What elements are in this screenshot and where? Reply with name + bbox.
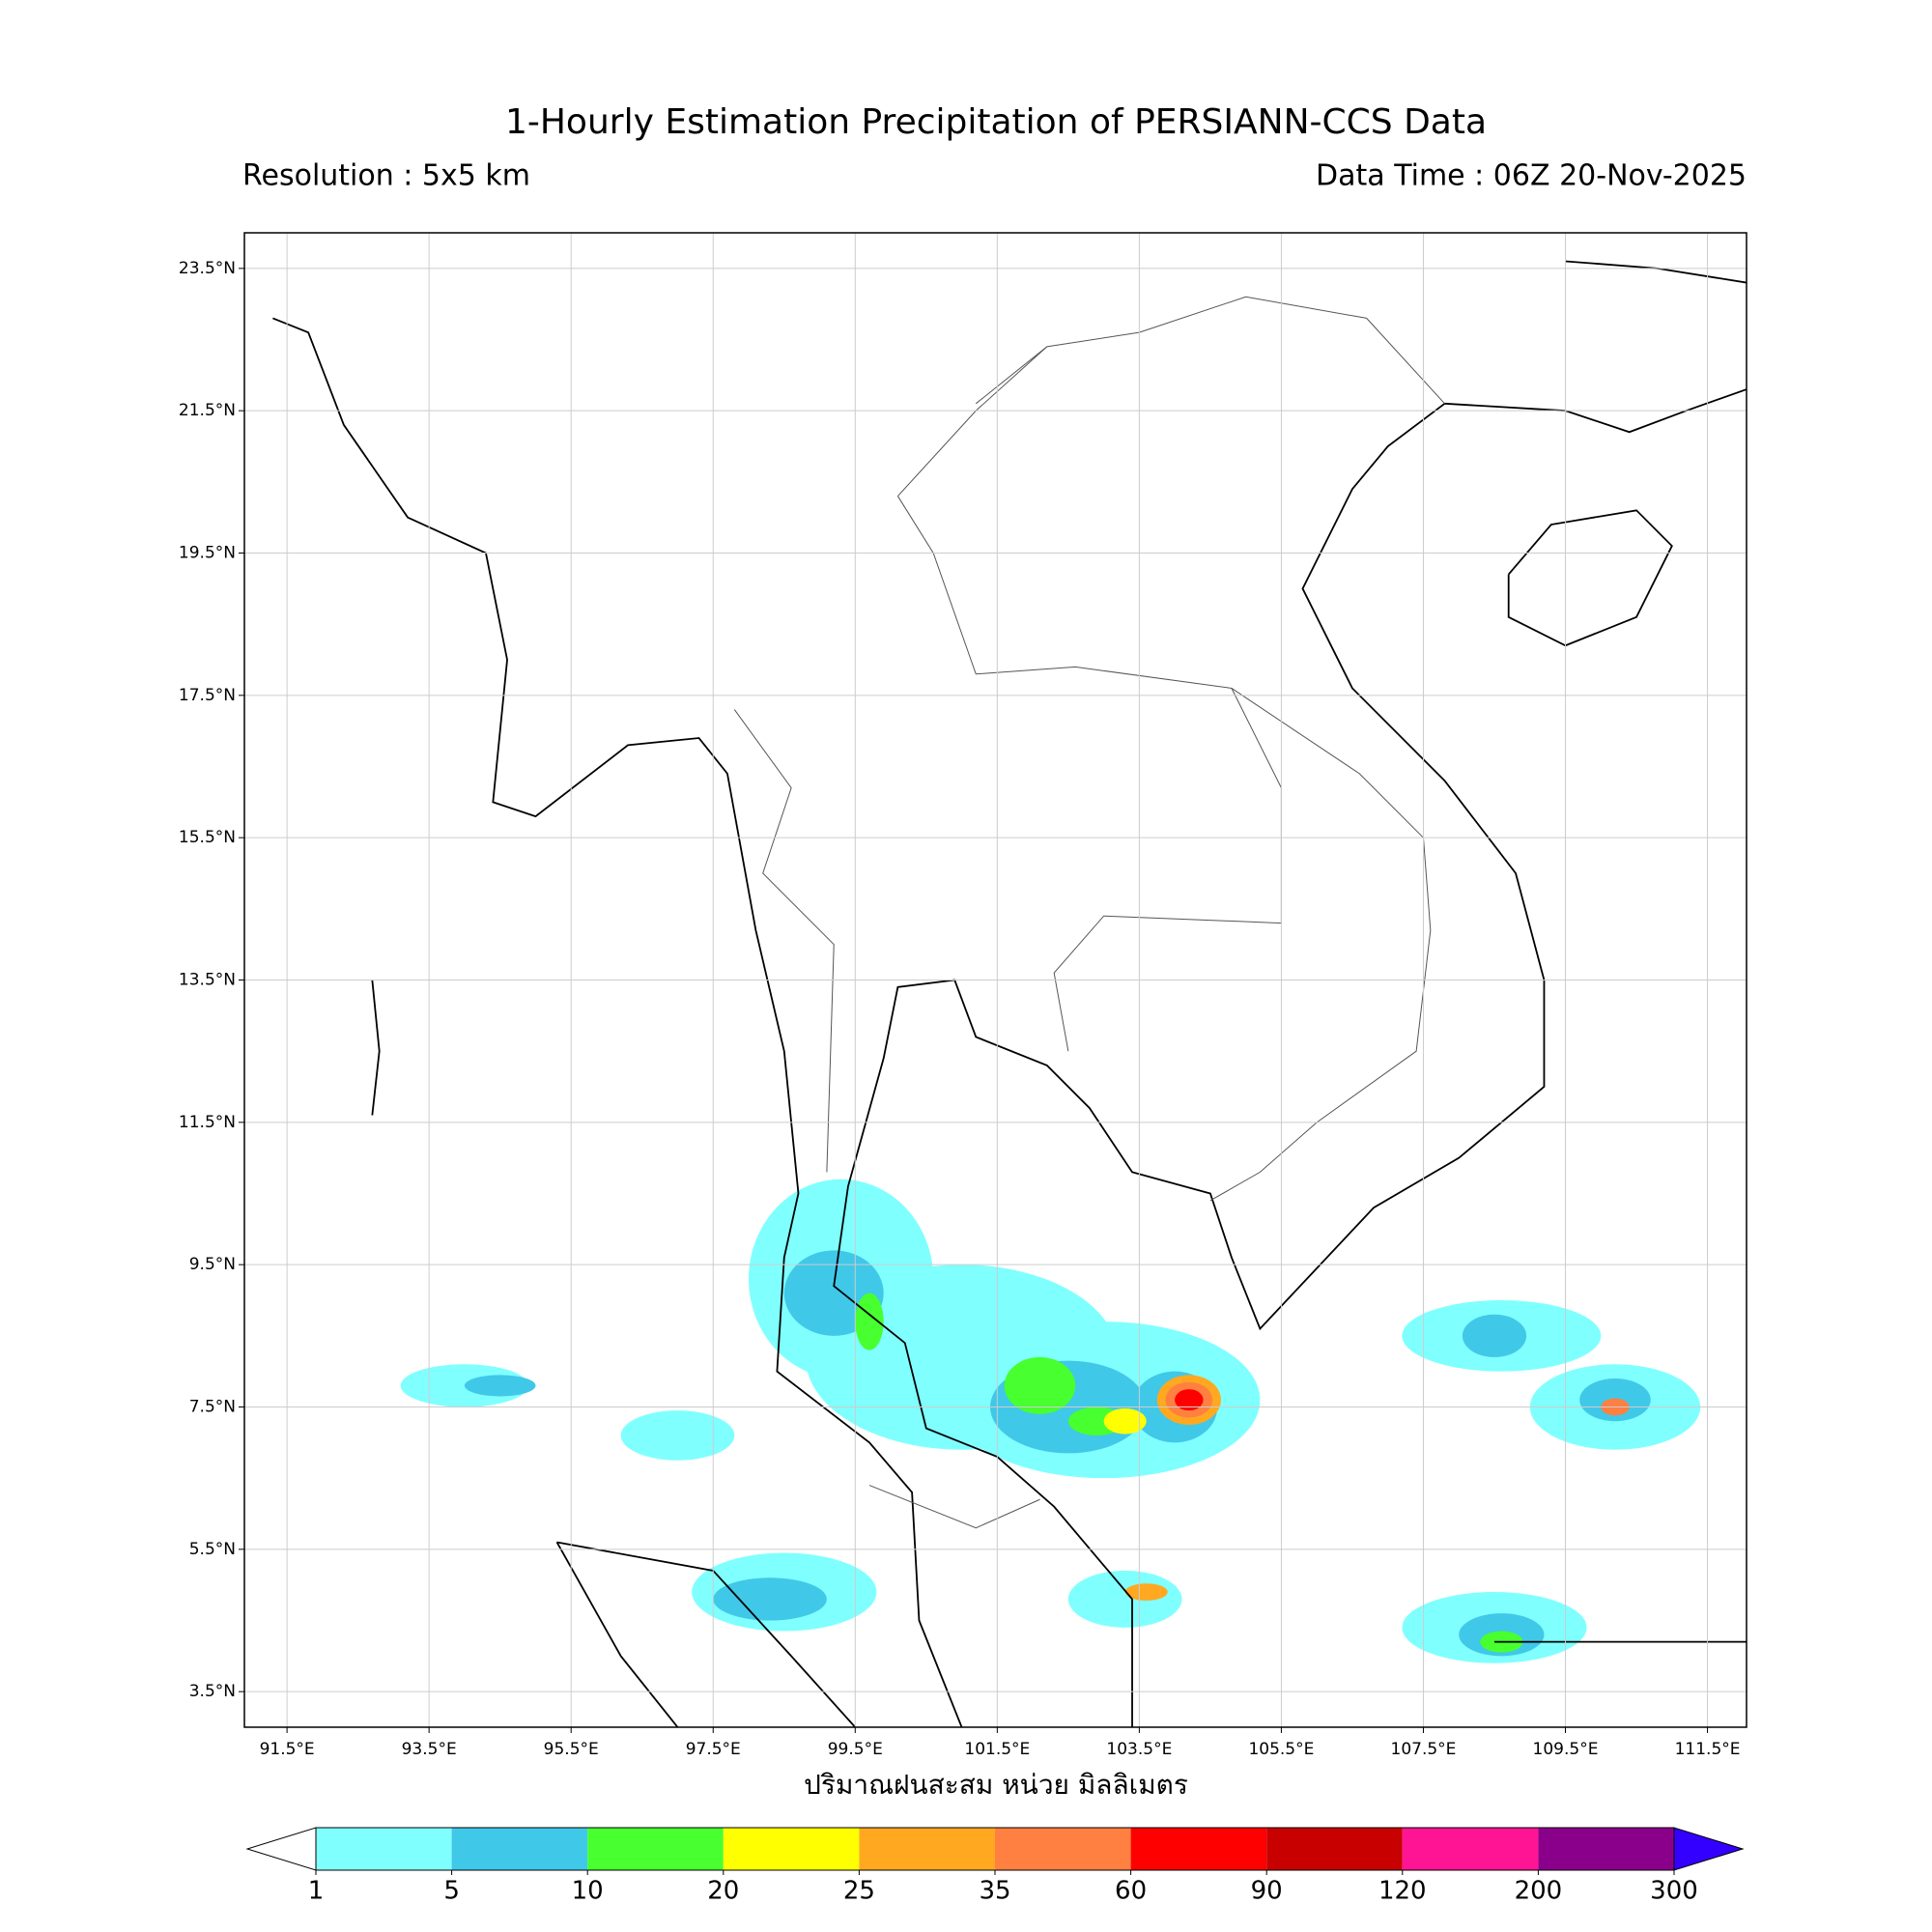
lat-tick-label: 9.5°N (189, 1255, 236, 1274)
lat-tick-label: 3.5°N (189, 1682, 236, 1701)
colorbar-tick-label: 60 (1115, 1877, 1147, 1906)
colorbar-tick-label: 90 (1251, 1877, 1283, 1906)
colorbar-segment (859, 1828, 995, 1870)
colorbar-segment (995, 1828, 1131, 1870)
coastline (1565, 260, 1747, 284)
colorbar-tick-label: 25 (843, 1877, 875, 1906)
rain-area (1004, 1356, 1076, 1414)
lat-tick-label: 23.5°N (179, 259, 236, 278)
lat-tick-label: 7.5°N (189, 1398, 236, 1417)
subtitle-left: Resolution : 5x5 km (242, 159, 530, 193)
lat-tick-label: 15.5°N (179, 828, 236, 847)
coastline (555, 1542, 679, 1727)
colorbar-segment (1402, 1828, 1539, 1870)
colorbar-under (245, 1827, 317, 1871)
colorbar-tick-label: 120 (1378, 1877, 1427, 1906)
colorbar-tick-label: 5 (443, 1877, 460, 1906)
colorbar-segment (587, 1828, 724, 1870)
lon-tick-label: 105.5°E (1248, 1740, 1314, 1759)
rain-area (464, 1375, 536, 1397)
colorbar-over (1673, 1827, 1745, 1871)
lat-tick-label: 13.5°N (179, 971, 236, 990)
colorbar-segment (451, 1828, 588, 1870)
lat-tick-label: 21.5°N (179, 401, 236, 420)
lon-tick-label: 91.5°E (260, 1740, 315, 1759)
coastline (1507, 509, 1673, 647)
coastline (371, 980, 381, 1116)
colorbar-tick-label: 200 (1515, 1877, 1563, 1906)
border (897, 346, 1048, 497)
lon-tick-label: 101.5°E (964, 1740, 1030, 1759)
colorbar-tick-label: 35 (979, 1877, 1010, 1906)
lon-tick-label: 111.5°E (1675, 1740, 1741, 1759)
lat-tick-label: 17.5°N (179, 686, 236, 705)
border (1209, 688, 1432, 1202)
colorbar-tick-label: 1 (308, 1877, 325, 1906)
colorbar-segment (316, 1828, 452, 1870)
rain-area (1103, 1407, 1147, 1435)
rain-area (1124, 1583, 1168, 1601)
rain-area (713, 1577, 827, 1621)
border (975, 296, 1445, 405)
rain-area (1462, 1314, 1527, 1357)
title: 1-Hourly Estimation Precipitation of PER… (505, 102, 1487, 142)
colorbar-tick-label: 300 (1650, 1877, 1698, 1906)
colorbar-segment (1538, 1828, 1674, 1870)
rain-area (855, 1293, 884, 1350)
lon-tick-label: 103.5°E (1106, 1740, 1172, 1759)
lon-tick-label: 109.5°E (1533, 1740, 1599, 1759)
border (733, 709, 835, 1173)
lon-tick-label: 97.5°E (686, 1740, 741, 1759)
rain-area (620, 1410, 735, 1461)
rain-area (1175, 1389, 1204, 1411)
lat-tick-label: 11.5°N (179, 1113, 236, 1132)
lon-tick-label: 95.5°E (544, 1740, 599, 1759)
colorbar-segment (723, 1828, 860, 1870)
subtitle-right: Data Time : 06Z 20-Nov-2025 (1316, 159, 1747, 193)
colorbar-tick-label: 10 (572, 1877, 604, 1906)
lon-tick-label: 99.5°E (828, 1740, 883, 1759)
colorbar-segment (1130, 1828, 1267, 1870)
coastline (1444, 388, 1747, 434)
lon-tick-label: 93.5°E (402, 1740, 457, 1759)
colorbar-tick-label: 20 (707, 1877, 739, 1906)
border (896, 496, 1282, 1052)
lon-tick-label: 107.5°E (1391, 1740, 1457, 1759)
colorbar-label: ปริมาณฝนสะสม หน่วย มิลลิเมตร (804, 1769, 1188, 1801)
border (868, 1485, 1040, 1529)
coastline (833, 403, 1546, 1727)
lat-tick-label: 5.5°N (189, 1540, 236, 1559)
colorbar-segment (1266, 1828, 1403, 1870)
lat-tick-label: 19.5°N (179, 544, 236, 563)
map-area (244, 233, 1747, 1727)
rain-area (1067, 1570, 1182, 1628)
